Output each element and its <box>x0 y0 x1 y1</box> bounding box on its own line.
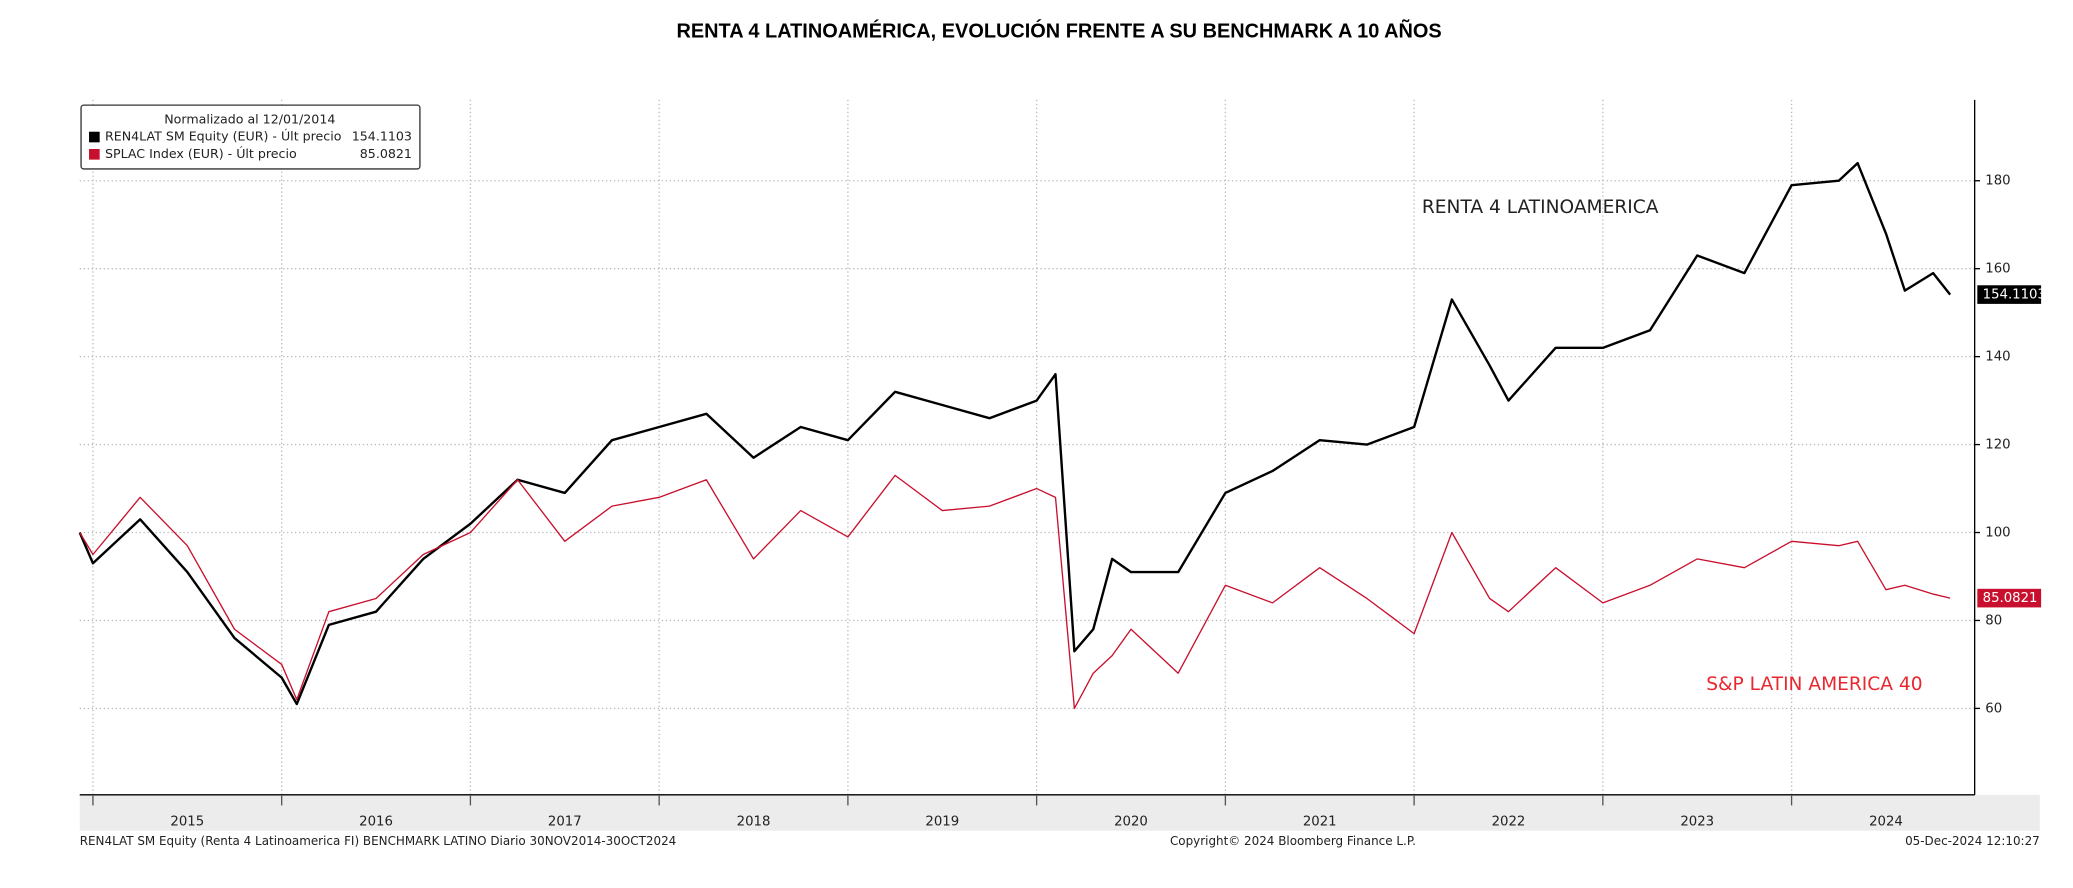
series-line <box>78 161 1952 706</box>
x-tick-label: 2024 <box>1869 814 1903 829</box>
x-tick-label: 2022 <box>1492 814 1526 829</box>
x-tick-label: 2017 <box>548 814 582 829</box>
legend-value: 85.0821 <box>360 146 412 161</box>
legend-swatch <box>89 148 100 160</box>
annotation: RENTA 4 LATINOAMERICA <box>1422 197 1659 218</box>
y-tick-label: 160 <box>1985 262 2010 277</box>
footer: 05-Dec-2024 12:10:27 <box>1905 834 2040 848</box>
annotation: S&P LATIN AMERICA 40 <box>1706 674 1922 695</box>
last-value-badge <box>1977 285 2042 304</box>
footer: Copyright© 2024 Bloomberg Finance L.P. <box>1170 834 1416 848</box>
y-tick-label: 100 <box>1985 526 2010 541</box>
legend-title: Normalizado al 12/01/2014 <box>164 111 335 126</box>
y-tick-label: 180 <box>1985 174 2010 189</box>
legend-box <box>80 104 421 170</box>
x-tick-label: 2015 <box>170 814 204 829</box>
x-tick-label: 2021 <box>1303 814 1337 829</box>
x-axis-band <box>79 794 2040 831</box>
y-tick-label: 140 <box>1985 350 2010 365</box>
x-tick-label: 2023 <box>1680 814 1714 829</box>
last-value-label: 154.1103 <box>1983 288 2046 303</box>
last-value-label: 85.0821 <box>1983 591 2038 606</box>
y-tick-label: 80 <box>1985 613 2002 628</box>
y-tick-label: 120 <box>1985 438 2010 453</box>
footer: REN4LAT SM Equity (Renta 4 Latinoamerica… <box>80 834 677 848</box>
x-tick-label: 2019 <box>925 814 959 829</box>
legend-label: REN4LAT SM Equity (EUR) - Últ precio <box>105 129 342 144</box>
chart-title: RENTA 4 LATINOAMÉRICA, EVOLUCIÓN FRENTE … <box>677 18 1442 42</box>
x-tick-label: 2018 <box>737 814 771 829</box>
legend-swatch <box>89 131 100 143</box>
x-tick-label: 2020 <box>1114 814 1148 829</box>
last-value-badge <box>1977 588 2042 608</box>
legend-value: 154.1103 <box>352 129 412 144</box>
legend-label: SPLAC Index (EUR) - Últ precio <box>105 146 297 161</box>
y-tick-label: 60 <box>1985 701 2002 716</box>
x-tick-label: 2016 <box>359 814 393 829</box>
series-line <box>79 474 1951 710</box>
